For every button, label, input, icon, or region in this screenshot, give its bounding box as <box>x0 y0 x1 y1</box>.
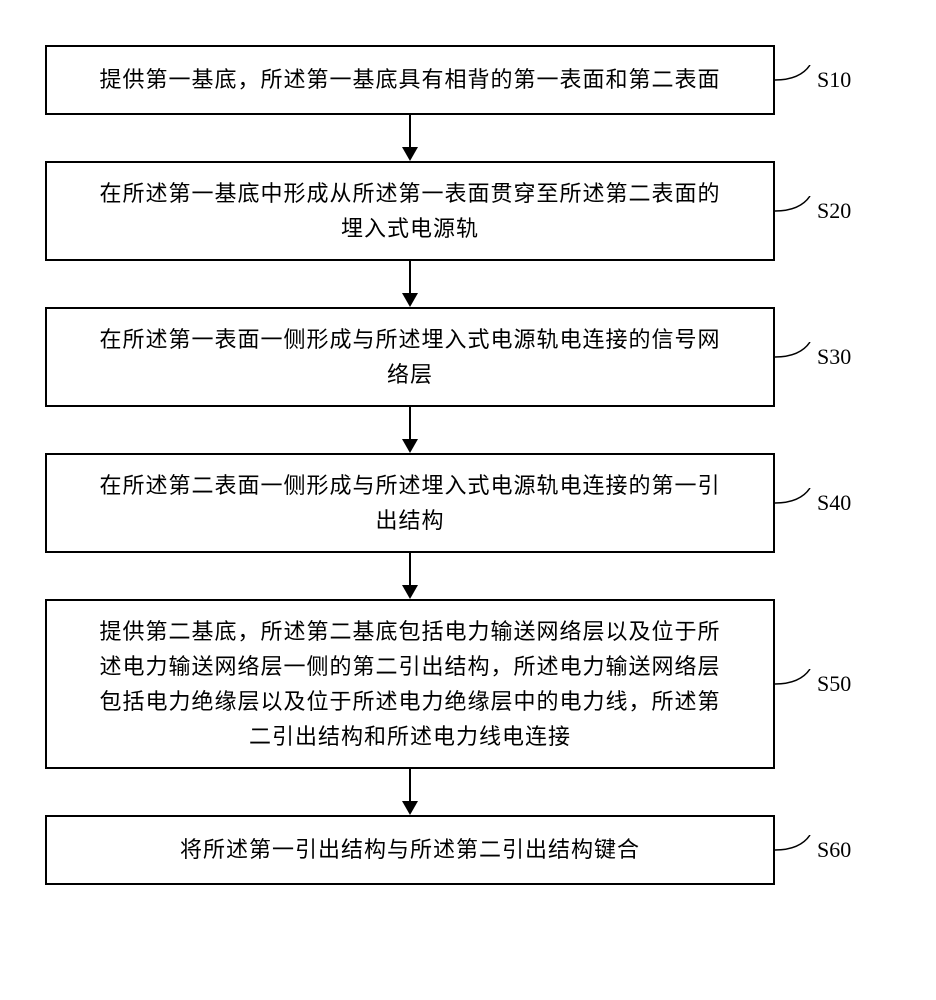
step-label-s60: S60 <box>817 837 851 863</box>
flow-box-s50: 提供第二基底，所述第二基底包括电力输送网络层以及位于所 述电力输送网络层一侧的第… <box>45 599 775 769</box>
flow-text: 埋入式电源轨 <box>341 211 479 246</box>
arrow-s10-s20 <box>45 115 775 161</box>
flow-text: 提供第一基底，所述第一基底具有相背的第一表面和第二表面 <box>99 62 720 97</box>
arrow-s50-s60 <box>45 769 775 815</box>
arrow-line <box>409 553 411 587</box>
flow-box-s60: 将所述第一引出结构与所述第二引出结构键合 <box>45 815 775 885</box>
flow-row-s40: 在所述第二表面一侧形成与所述埋入式电源轨电连接的第一引 出结构 S40 <box>45 453 891 553</box>
flow-text: 在所述第一表面一侧形成与所述埋入式电源轨电连接的信号网 <box>99 322 720 357</box>
step-label-s50: S50 <box>817 671 851 697</box>
arrow-head-icon <box>402 147 418 161</box>
arrow-head-icon <box>402 801 418 815</box>
arrow-line <box>409 769 411 803</box>
flow-box-s10: 提供第一基底，所述第一基底具有相背的第一表面和第二表面 <box>45 45 775 115</box>
flow-text: 在所述第一基底中形成从所述第一表面贯穿至所述第二表面的 <box>99 176 720 211</box>
arrow-s20-s30 <box>45 261 775 307</box>
step-label-s10: S10 <box>817 67 851 93</box>
flow-text: 提供第二基底，所述第二基底包括电力输送网络层以及位于所 <box>99 614 720 649</box>
flow-text: 在所述第二表面一侧形成与所述埋入式电源轨电连接的第一引 <box>99 468 720 503</box>
flow-text: 包括电力绝缘层以及位于所述电力绝缘层中的电力线，所述第 <box>99 684 720 719</box>
flow-row-s10: 提供第一基底，所述第一基底具有相背的第一表面和第二表面 S10 <box>45 45 891 115</box>
arrow-line <box>409 115 411 149</box>
flow-row-s20: 在所述第一基底中形成从所述第一表面贯穿至所述第二表面的 埋入式电源轨 S20 <box>45 161 891 261</box>
flowchart-container: 提供第一基底，所述第一基底具有相背的第一表面和第二表面 S10 在所述第一基底中… <box>45 45 891 885</box>
arrow-s40-s50 <box>45 553 775 599</box>
flow-text: 出结构 <box>375 503 444 538</box>
arrow-head-icon <box>402 439 418 453</box>
flow-text: 二引出结构和所述电力线电连接 <box>249 719 571 754</box>
flow-row-s60: 将所述第一引出结构与所述第二引出结构键合 S60 <box>45 815 891 885</box>
flow-row-s30: 在所述第一表面一侧形成与所述埋入式电源轨电连接的信号网 络层 S30 <box>45 307 891 407</box>
flow-text: 络层 <box>387 357 433 392</box>
arrow-head-icon <box>402 585 418 599</box>
flow-box-s30: 在所述第一表面一侧形成与所述埋入式电源轨电连接的信号网 络层 <box>45 307 775 407</box>
flow-text: 将所述第一引出结构与所述第二引出结构键合 <box>180 832 640 867</box>
flow-box-s40: 在所述第二表面一侧形成与所述埋入式电源轨电连接的第一引 出结构 <box>45 453 775 553</box>
arrow-line <box>409 261 411 295</box>
flow-box-s20: 在所述第一基底中形成从所述第一表面贯穿至所述第二表面的 埋入式电源轨 <box>45 161 775 261</box>
step-label-s20: S20 <box>817 198 851 224</box>
step-label-s30: S30 <box>817 344 851 370</box>
step-label-s40: S40 <box>817 490 851 516</box>
flow-text: 述电力输送网络层一侧的第二引出结构，所述电力输送网络层 <box>99 649 720 684</box>
arrow-line <box>409 407 411 441</box>
arrow-head-icon <box>402 293 418 307</box>
flow-row-s50: 提供第二基底，所述第二基底包括电力输送网络层以及位于所 述电力输送网络层一侧的第… <box>45 599 891 769</box>
arrow-s30-s40 <box>45 407 775 453</box>
